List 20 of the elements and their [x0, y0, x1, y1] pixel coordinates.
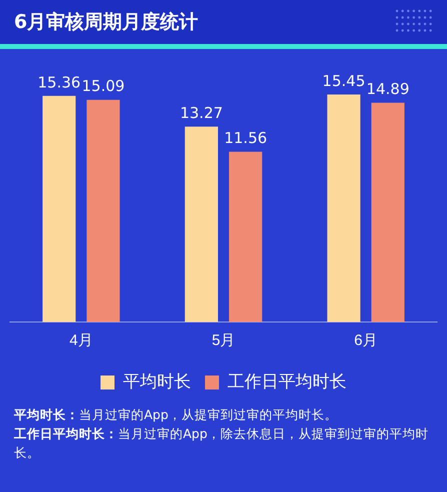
data-label: 15.09 [82, 77, 125, 96]
x-tick-label: 4月 [69, 332, 93, 350]
x-tick-label: 6月 [354, 332, 378, 350]
data-label: 15.45 [322, 72, 366, 90]
legend-label: 平均时长 [123, 372, 191, 392]
bar [371, 102, 404, 322]
bar [327, 94, 360, 322]
data-label: 14.89 [366, 80, 410, 98]
bar [184, 126, 218, 322]
bar [42, 96, 76, 322]
text: 平均时长：当月过审的App，从提审到过审的平均时长。 [14, 406, 338, 424]
bar [229, 152, 262, 322]
data-label: 11.56 [224, 129, 268, 148]
text: 工作日平均时长：当月过审的App，除去休息日，从提审到过审的平均时长。 [14, 426, 428, 460]
x-tick-label: 5月 [212, 332, 236, 350]
legend-label: 工作日平均时长 [228, 372, 346, 392]
data-label: 13.27 [180, 104, 223, 122]
bar [86, 100, 120, 322]
data-label: 15.36 [38, 73, 81, 92]
chart-title: 6月审核周期月度统计 [14, 11, 198, 33]
